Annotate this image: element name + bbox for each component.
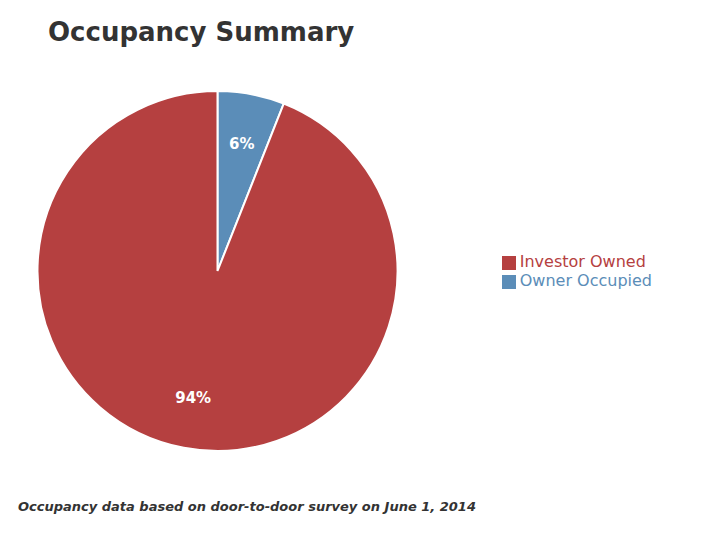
html-text:Owner Occupied: Owner Occupied [519, 271, 652, 290]
html-text:Occupancy Summary: Occupancy Summary [48, 17, 355, 47]
svg-text:6%: 6% [229, 135, 254, 153]
html-text:Investor Owned: Investor Owned [519, 252, 646, 271]
html-text:Occupancy data based on door-t: Occupancy data based on door-to-door sur… [18, 498, 476, 514]
svg-text:94%: 94% [175, 389, 211, 407]
